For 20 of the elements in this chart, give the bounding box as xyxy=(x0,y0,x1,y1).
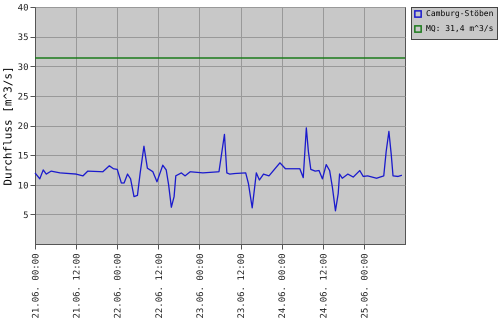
legend-label: Camburg-Stöben xyxy=(426,9,494,18)
x-tick-label: 22.06. 12:00 xyxy=(154,254,165,319)
y-axis-title: Durchfluss [m^3/s] xyxy=(2,66,15,186)
y-tick-label: 15 xyxy=(18,152,28,162)
x-tick-label: 21.06. 00:00 xyxy=(32,254,42,319)
x-tick-label: 24.06. 12:00 xyxy=(319,254,330,319)
y-tick-label: 5 xyxy=(23,210,28,221)
x-tick-label: 23.06. 00:00 xyxy=(196,254,206,319)
y-tick-label: 35 xyxy=(18,33,28,44)
y-tick-label: 30 xyxy=(18,62,28,73)
y-tick-label: 10 xyxy=(18,181,28,192)
y-tick-label: 25 xyxy=(18,92,28,102)
y-tick-label: 40 xyxy=(18,4,28,14)
x-tick-label: 23.06. 12:00 xyxy=(237,254,248,319)
y-tick-label: 20 xyxy=(18,122,28,132)
legend-label: MQ: 31,4 m^3/s xyxy=(426,24,494,33)
x-tick-label: 21.06. 12:00 xyxy=(72,254,83,319)
x-tick-label: 24.06. 00:00 xyxy=(278,254,288,319)
x-tick-label: 25.06. 00:00 xyxy=(360,254,370,319)
x-tick-label: 22.06. 00:00 xyxy=(114,254,124,319)
